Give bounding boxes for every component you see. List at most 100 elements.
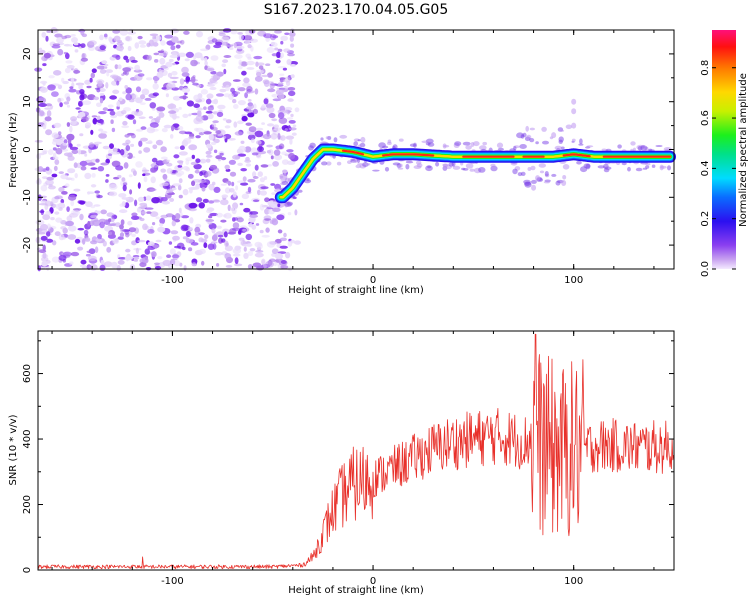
noise-speck xyxy=(120,180,128,187)
noise-speck xyxy=(247,264,253,270)
noise-speck xyxy=(116,100,121,107)
noise-speck xyxy=(97,210,101,215)
noise-speck xyxy=(212,126,218,131)
noise-speck xyxy=(261,234,270,238)
noise-speck xyxy=(79,94,85,101)
spec-x-tick-label: 0 xyxy=(370,275,376,286)
noise-speck xyxy=(224,187,231,194)
noise-speck xyxy=(274,183,282,190)
noise-speck xyxy=(271,218,279,226)
noise-speck xyxy=(38,103,48,107)
noise-speck xyxy=(169,76,179,80)
noise-speck xyxy=(41,260,48,267)
noise-speck xyxy=(280,52,284,58)
noise-speck xyxy=(273,149,281,156)
noise-speck xyxy=(152,83,159,90)
noise-speck xyxy=(117,64,122,70)
signal-blip xyxy=(561,179,567,186)
noise-speck xyxy=(67,143,72,148)
noise-speck xyxy=(51,91,59,97)
noise-speck xyxy=(259,203,265,211)
noise-speck xyxy=(235,91,241,95)
noise-speck xyxy=(161,182,169,187)
noise-speck xyxy=(181,87,190,93)
spec-y-tick-label: 20 xyxy=(22,48,33,61)
noise-speck xyxy=(198,237,204,243)
noise-speck xyxy=(208,183,215,191)
noise-speck xyxy=(224,253,232,260)
noise-speck xyxy=(178,194,183,199)
noise-speck xyxy=(205,98,212,105)
noise-speck xyxy=(274,253,284,260)
noise-speck xyxy=(154,59,159,63)
noise-speck xyxy=(257,171,263,177)
noise-speck xyxy=(122,91,127,95)
noise-speck xyxy=(73,78,77,82)
signal-halo-speck xyxy=(454,141,462,147)
noise-speck xyxy=(213,233,218,240)
noise-speck xyxy=(259,190,267,196)
noise-speck xyxy=(237,87,246,92)
noise-speck xyxy=(228,93,234,100)
noise-speck xyxy=(167,103,177,110)
signal-halo-speck xyxy=(529,138,535,143)
noise-speck xyxy=(219,152,224,156)
noise-speck xyxy=(275,145,283,150)
noise-speck xyxy=(91,173,96,178)
noise-speck xyxy=(46,176,54,181)
noise-speck xyxy=(210,70,217,75)
noise-speck xyxy=(235,185,239,191)
noise-speck xyxy=(119,224,124,230)
noise-speck xyxy=(184,58,190,62)
noise-speck xyxy=(108,153,113,156)
noise-speck xyxy=(216,93,224,97)
noise-speck xyxy=(130,168,136,173)
noise-speck xyxy=(260,164,269,168)
noise-speck xyxy=(162,259,172,267)
noise-speck xyxy=(205,158,211,163)
noise-speck xyxy=(277,66,286,69)
noise-speck xyxy=(254,75,263,82)
noise-speck xyxy=(39,110,45,117)
noise-speck xyxy=(82,116,87,123)
noise-speck xyxy=(60,174,69,180)
noise-speck xyxy=(149,211,159,218)
noise-speck xyxy=(192,262,196,266)
noise-speck xyxy=(188,144,198,151)
noise-speck xyxy=(111,127,116,133)
noise-speck xyxy=(36,153,41,160)
noise-speck xyxy=(195,115,204,122)
spectrogram-x-label: Height of straight line (km) xyxy=(288,285,424,296)
colorbar-gradient xyxy=(712,30,736,269)
noise-speck xyxy=(266,144,273,148)
noise-speck xyxy=(255,223,260,226)
noise-speck xyxy=(122,67,132,72)
noise-speck xyxy=(184,92,188,96)
noise-speck xyxy=(233,42,237,49)
noise-speck xyxy=(134,110,144,117)
noise-speck xyxy=(203,106,207,110)
noise-speck xyxy=(150,176,156,184)
signal-blip xyxy=(535,175,541,182)
noise-speck xyxy=(84,172,92,180)
noise-speck xyxy=(37,166,44,173)
noise-speck xyxy=(122,120,128,126)
noise-speck xyxy=(234,131,243,136)
noise-speck xyxy=(172,95,181,101)
noise-speck xyxy=(137,239,146,243)
noise-speck xyxy=(260,186,269,190)
noise-speck xyxy=(222,118,227,121)
noise-speck xyxy=(116,41,124,46)
noise-speck xyxy=(45,129,53,136)
noise-speck xyxy=(45,103,52,107)
noise-speck xyxy=(159,69,168,77)
noise-speck xyxy=(135,97,143,104)
noise-speck xyxy=(69,261,74,266)
noise-speck xyxy=(257,146,264,153)
signal-halo-speck xyxy=(357,163,365,166)
noise-speck xyxy=(106,108,115,112)
signal-blip xyxy=(531,184,537,191)
noise-speck xyxy=(132,119,137,125)
noise-speck xyxy=(259,229,264,234)
noise-speck xyxy=(70,251,80,257)
